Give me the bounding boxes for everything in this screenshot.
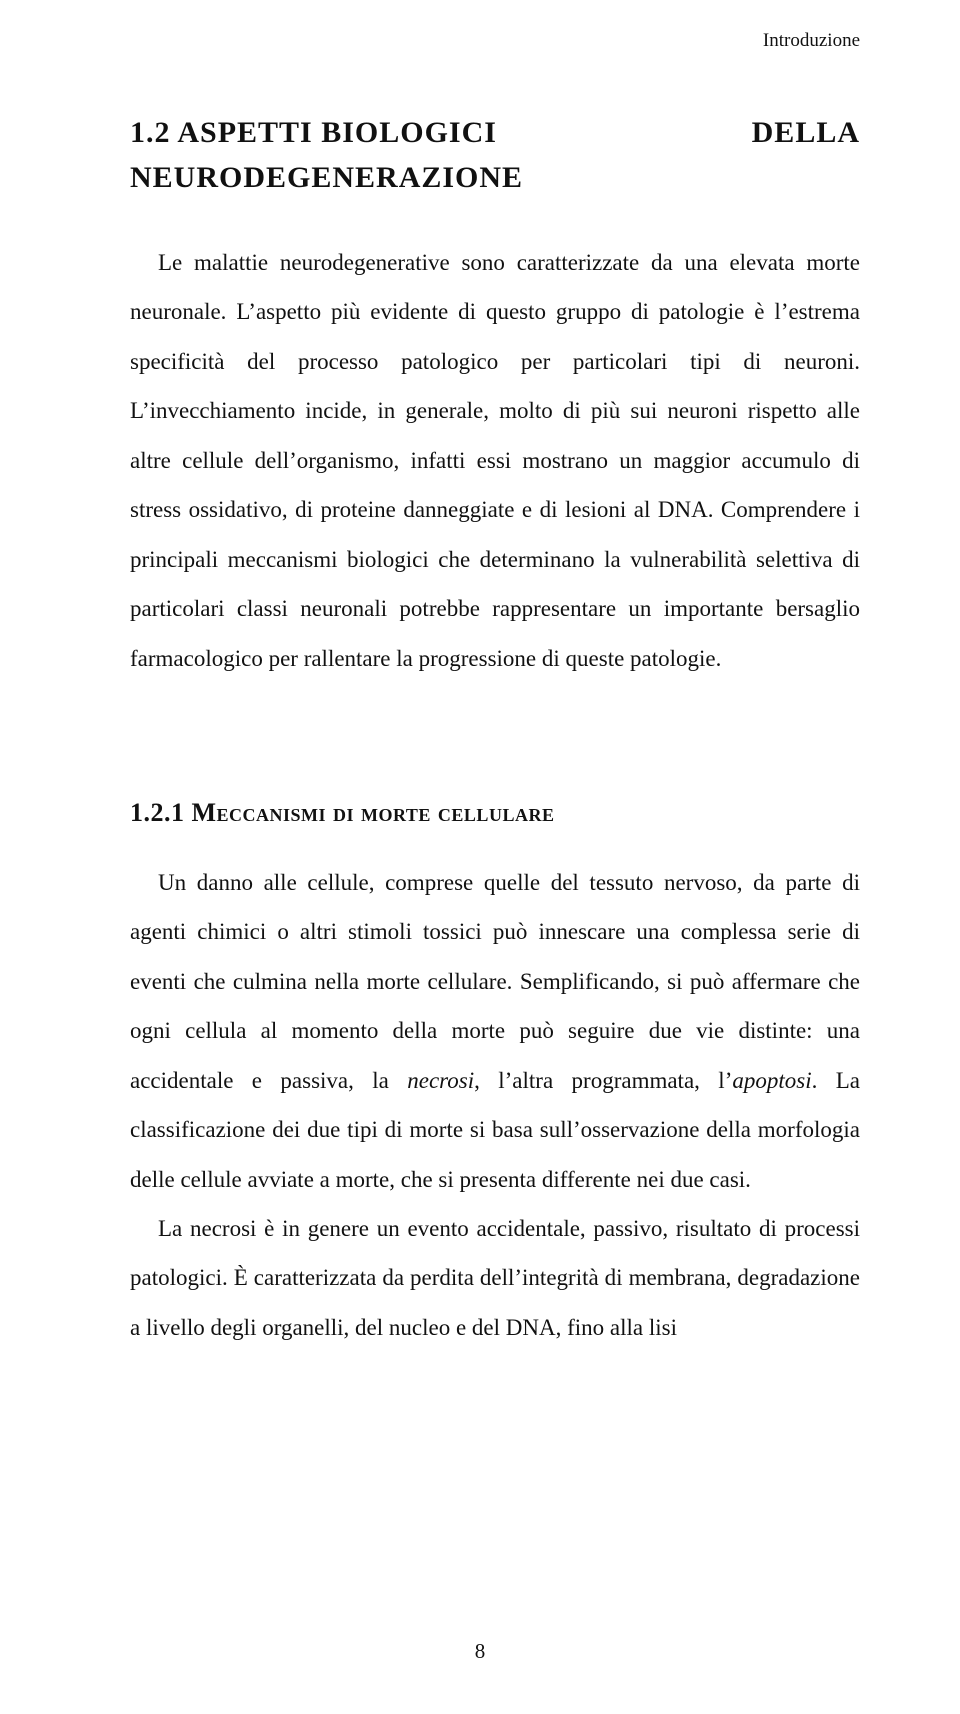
body-paragraph-3: La necrosi è in genere un evento acciden… (130, 1204, 860, 1352)
section-title-right: DELLA (752, 110, 860, 155)
subsection-title: 1.2.1 Meccanismi di morte cellulare (130, 798, 860, 828)
section-title-line2: NEURODEGENERAZIONE (130, 155, 860, 200)
running-header: Introduzione (130, 30, 860, 52)
section-title-left: 1.2 ASPETTI BIOLOGICI (130, 110, 497, 155)
italic-necrosi: necrosi (407, 1068, 474, 1093)
body-paragraph-1: Le malattie neurodegenerative sono carat… (130, 238, 860, 683)
body-paragraph-2: Un danno alle cellule, comprese quelle d… (130, 858, 860, 1204)
page-number: 8 (0, 1639, 960, 1664)
italic-apoptosi: apoptosi (732, 1068, 811, 1093)
section-title: 1.2 ASPETTI BIOLOGICI DELLA NEURODEGENER… (130, 110, 860, 200)
